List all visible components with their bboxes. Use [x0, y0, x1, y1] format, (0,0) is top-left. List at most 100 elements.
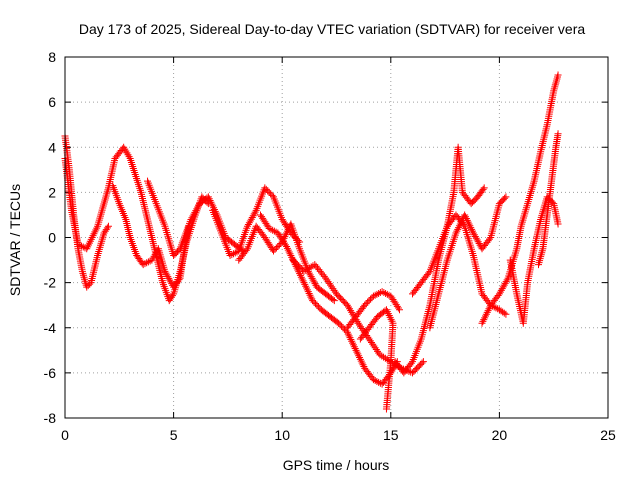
- data-point: [300, 267, 308, 275]
- data-point: [322, 274, 330, 282]
- y-axis-label: SDTVAR / TECUs: [7, 184, 23, 296]
- data-point: [499, 283, 507, 291]
- data-point: [164, 273, 172, 281]
- data-point: [270, 247, 278, 255]
- data-point: [344, 303, 352, 311]
- data-point: [366, 337, 374, 345]
- data-point: [468, 225, 476, 233]
- data-point: [287, 252, 295, 260]
- data-point: [376, 379, 384, 387]
- data-point: [380, 289, 388, 297]
- data-point: [425, 269, 433, 277]
- data-point: [367, 295, 375, 303]
- data-point: [407, 359, 415, 367]
- data-point: [365, 297, 373, 305]
- y-tick-label: -4: [44, 320, 57, 336]
- data-point: [365, 335, 373, 343]
- data-point: [343, 301, 351, 309]
- data-point: [352, 346, 360, 354]
- data-point: [302, 282, 310, 290]
- data-point: [305, 264, 313, 272]
- data-point: [282, 231, 290, 239]
- data-point: [326, 281, 334, 289]
- data-point: [204, 193, 212, 201]
- data-point: [358, 325, 366, 333]
- data-point: [283, 227, 291, 235]
- data-point: [312, 300, 320, 308]
- series-track-i: [343, 288, 403, 332]
- data-point: [371, 344, 379, 352]
- data-point: [367, 339, 375, 347]
- data-point: [469, 229, 477, 237]
- data-point: [500, 281, 508, 289]
- data-point: [167, 278, 175, 286]
- data-point: [139, 261, 147, 269]
- data-point: [309, 297, 317, 305]
- data-point: [194, 203, 202, 211]
- data-point: [349, 341, 357, 349]
- data-point: [208, 200, 216, 208]
- data-point: [275, 241, 283, 249]
- data-point: [192, 207, 200, 215]
- data-point: [251, 208, 259, 216]
- data-point: [419, 358, 427, 366]
- data-point: [470, 231, 478, 239]
- data-point: [190, 210, 198, 218]
- series-track-p: [534, 130, 562, 269]
- data-point: [465, 220, 473, 228]
- series-track-c: [109, 182, 193, 291]
- data-point: [472, 234, 480, 242]
- data-point: [226, 252, 234, 260]
- data-point: [284, 225, 292, 233]
- x-tick-label: 15: [383, 427, 399, 443]
- data-point: [349, 339, 357, 347]
- data-point: [261, 184, 269, 192]
- data-point: [378, 288, 386, 296]
- data-point: [103, 224, 111, 232]
- data-point: [502, 310, 510, 318]
- data-point: [369, 376, 377, 384]
- axis-ticks: 0 5 10 15 20 25 -8 -6 -4 -2 0 2 4 6 8: [44, 49, 616, 443]
- data-point: [193, 205, 201, 213]
- x-tick-label: 0: [61, 427, 69, 443]
- data-point: [329, 296, 337, 304]
- data-point: [296, 271, 304, 279]
- data-point: [474, 238, 482, 246]
- data-point: [265, 224, 273, 232]
- data-point: [358, 359, 366, 367]
- data-point: [76, 241, 84, 249]
- y-tick-label: 8: [48, 49, 56, 65]
- data-point: [380, 353, 388, 361]
- data-point: [463, 216, 471, 224]
- data-point: [455, 222, 463, 230]
- data-point: [485, 305, 493, 313]
- data-point: [345, 332, 353, 340]
- data-point: [364, 333, 372, 341]
- x-tick-label: 20: [492, 427, 508, 443]
- data-point: [230, 250, 238, 258]
- data-point: [284, 246, 292, 254]
- data-point: [166, 276, 174, 284]
- data-point: [395, 306, 403, 314]
- x-tick-label: 5: [170, 427, 178, 443]
- data-point: [418, 359, 426, 367]
- y-tick-label: -6: [44, 365, 57, 381]
- data-point: [501, 279, 509, 287]
- series-track-k: [391, 143, 488, 377]
- y-tick-label: 4: [48, 139, 56, 155]
- y-tick-label: 0: [48, 230, 56, 246]
- data-point: [371, 291, 379, 299]
- data-point: [207, 198, 215, 206]
- data-point: [311, 280, 319, 288]
- data-point: [359, 361, 367, 369]
- data-point: [309, 276, 317, 284]
- data-point: [303, 284, 311, 292]
- data-point: [480, 184, 488, 192]
- data-point: [330, 286, 338, 294]
- data-point: [248, 213, 256, 221]
- data-point: [325, 279, 333, 287]
- data-point: [498, 285, 506, 293]
- data-point: [74, 240, 82, 248]
- data-point: [351, 345, 359, 353]
- data-point: [304, 288, 312, 296]
